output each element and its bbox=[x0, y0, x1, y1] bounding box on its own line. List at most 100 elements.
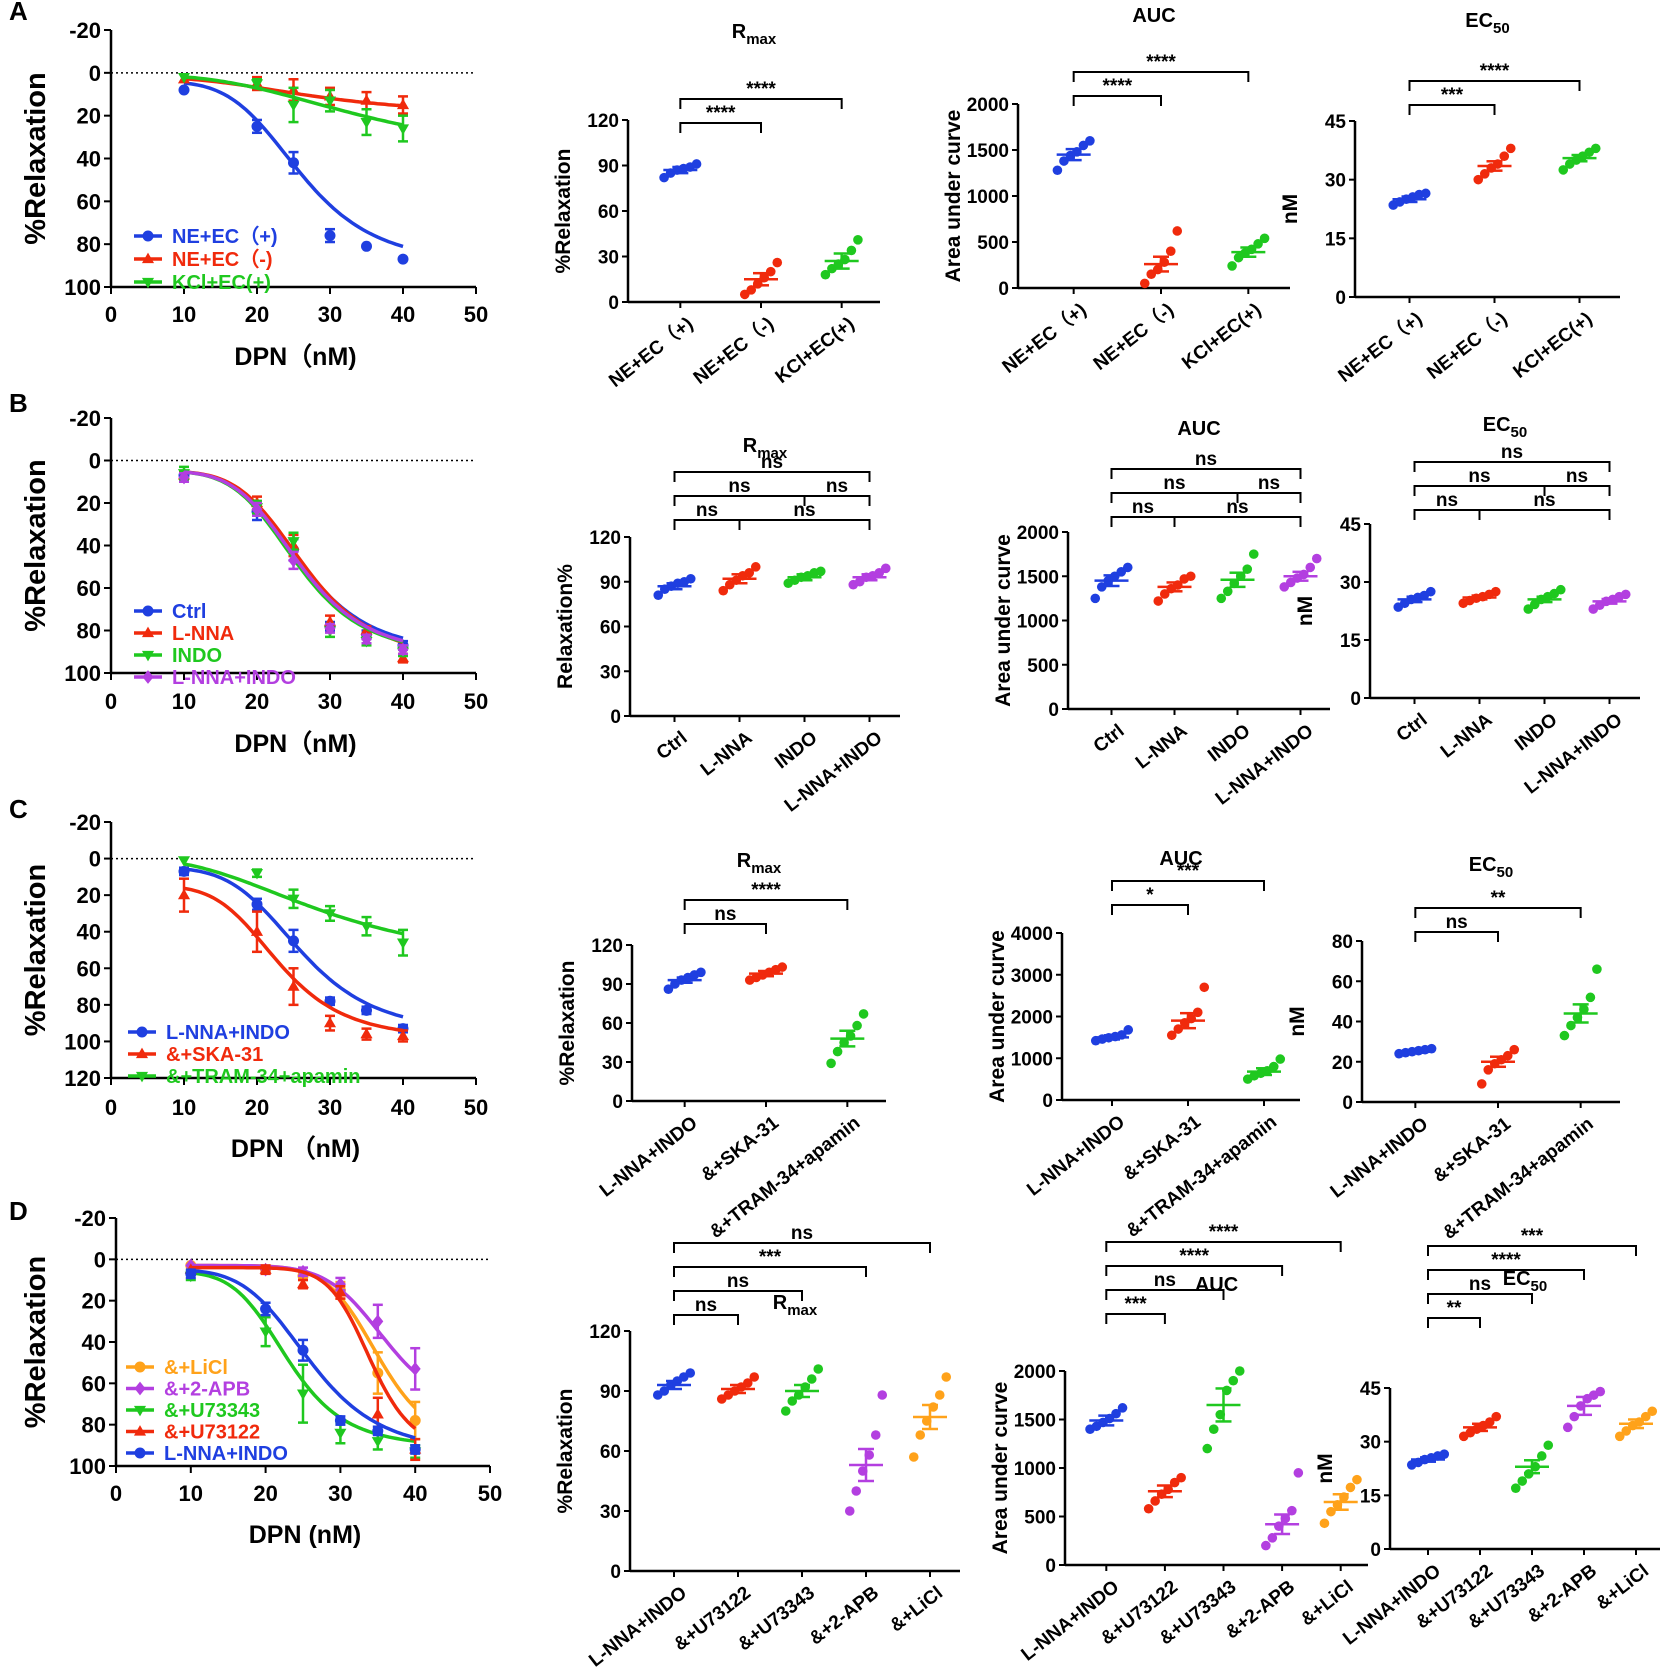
group-3: &+2-APB bbox=[1524, 1386, 1606, 1627]
panel-title: AUC bbox=[1177, 418, 1220, 440]
significance-bracket: **** bbox=[683, 880, 849, 910]
y-tick-label: 0 bbox=[89, 847, 101, 872]
significance-bracket: *** bbox=[1105, 1294, 1166, 1324]
data-point bbox=[685, 573, 696, 584]
x-tick-label: 10 bbox=[172, 302, 196, 327]
data-point bbox=[360, 1027, 373, 1039]
significance-label: ns bbox=[1436, 490, 1458, 511]
title-main: R bbox=[737, 850, 752, 872]
data-point bbox=[251, 502, 263, 517]
significance-bracket: ns bbox=[1110, 473, 1239, 503]
significance-bracket: **** bbox=[1105, 1222, 1342, 1252]
bracket-line bbox=[1478, 509, 1611, 520]
data-point bbox=[1192, 1007, 1203, 1018]
y-axis-label: Area under curve bbox=[942, 110, 965, 283]
data-point bbox=[815, 566, 826, 577]
group-1: NE+EC（-) bbox=[1422, 143, 1516, 384]
group-1: &+SKA-31 bbox=[697, 962, 788, 1186]
data-point bbox=[820, 269, 831, 280]
data-point bbox=[746, 285, 757, 295]
legend-item: &+2-APB bbox=[126, 1379, 250, 1401]
y-tick-label: 1000 bbox=[1014, 1459, 1056, 1480]
legend-marker bbox=[135, 1047, 149, 1059]
significance-label: ns bbox=[714, 904, 736, 925]
group-1: &+U73122 bbox=[670, 1372, 760, 1655]
significance-label: **** bbox=[751, 880, 781, 901]
y-tick-label: 1500 bbox=[1017, 567, 1059, 588]
bracket-line bbox=[1173, 516, 1302, 527]
x-axis-label: DPN (nM) bbox=[249, 1521, 361, 1549]
data-point bbox=[323, 96, 337, 107]
group-1: NE+EC（-) bbox=[1089, 226, 1183, 375]
series-2 bbox=[177, 72, 410, 143]
data-point bbox=[1059, 156, 1069, 166]
data-point bbox=[1510, 1483, 1521, 1493]
significance-bracket: ns bbox=[1110, 497, 1176, 527]
y-tick-label: 80 bbox=[77, 619, 101, 644]
y-tick-label: -20 bbox=[74, 1206, 106, 1231]
bracket-line bbox=[1110, 516, 1176, 527]
y-tick-label: 1500 bbox=[1014, 1411, 1056, 1432]
data-point bbox=[826, 1058, 836, 1069]
data-point bbox=[1476, 1079, 1487, 1089]
data-point bbox=[324, 230, 336, 242]
significance-bracket: ns bbox=[1236, 473, 1302, 503]
y-axis-label: %Relaxation bbox=[20, 72, 52, 244]
y-tick-label: 0 bbox=[998, 279, 1009, 300]
x-tick-label: 20 bbox=[253, 1481, 277, 1506]
group-4: &+LiCl bbox=[1297, 1474, 1362, 1630]
category-label: NE+EC（-) bbox=[1422, 307, 1511, 384]
y-tick-label: 15 bbox=[1325, 229, 1347, 250]
significance-label: ns bbox=[791, 1223, 813, 1244]
y-axis-label: nM bbox=[1279, 194, 1302, 224]
data-point bbox=[844, 1506, 855, 1516]
y-tick-label: 100 bbox=[64, 661, 101, 686]
legend-item: NE+EC（+) bbox=[134, 225, 278, 248]
data-point bbox=[250, 925, 264, 936]
significance-label: ns bbox=[761, 452, 783, 473]
significance-label: ns bbox=[1258, 473, 1280, 494]
data-point bbox=[360, 117, 373, 129]
group-3: L-NNA+INDO bbox=[1521, 589, 1631, 798]
legend-item: L-NNA+INDO bbox=[134, 667, 296, 689]
y-tick-label: 4000 bbox=[1011, 924, 1053, 945]
y-tick-label: 40 bbox=[77, 920, 101, 945]
title-main: EC bbox=[1469, 854, 1497, 876]
significance-label: ns bbox=[1469, 1274, 1491, 1295]
legend-marker bbox=[134, 1381, 146, 1396]
group-0: L-NNA+INDO bbox=[596, 967, 706, 1201]
y-tick-label: -20 bbox=[69, 406, 101, 431]
data-point bbox=[1620, 589, 1631, 600]
legend-marker bbox=[142, 605, 154, 617]
y-tick-label: 20 bbox=[77, 883, 101, 908]
category-label: NE+EC（-) bbox=[689, 312, 778, 389]
legend-label: &+2-APB bbox=[164, 1379, 250, 1401]
scatter-panel-D-1: Rmax0306090120%RelaxationL-NNA+INDO&+U73… bbox=[554, 1223, 960, 1670]
y-tick-label: 20 bbox=[1332, 1053, 1353, 1074]
title-main: R bbox=[743, 435, 758, 457]
category-label: &+SKA-31 bbox=[1429, 1113, 1515, 1187]
category-label: KCl+EC(+) bbox=[772, 313, 859, 387]
title-main: R bbox=[773, 1292, 788, 1314]
x-tick-label: 20 bbox=[245, 302, 269, 327]
scatter-panel-C-3: EC50 0 20 40 60 80 nM L-NNA+INDO&+SKA-31&+TRAM-… bbox=[1286, 854, 1620, 1244]
data-point bbox=[1143, 1503, 1154, 1514]
x-tick-label: 30 bbox=[318, 1095, 342, 1120]
legend-marker bbox=[142, 230, 154, 242]
data-point bbox=[1227, 261, 1237, 271]
y-axis-label: %Relaxation bbox=[554, 1389, 577, 1514]
legend-item: L-NNA+INDO bbox=[128, 1022, 290, 1044]
data-point bbox=[780, 1406, 791, 1416]
legend-item: &+LiCl bbox=[126, 1357, 228, 1379]
bracket-line bbox=[673, 1266, 867, 1277]
data-point bbox=[1293, 1468, 1304, 1478]
y-tick-label: 120 bbox=[589, 528, 621, 549]
group-4: &+LiCl bbox=[1592, 1406, 1658, 1614]
data-point bbox=[941, 1372, 952, 1382]
significance-label: **** bbox=[1103, 76, 1133, 97]
significance-bracket: ** bbox=[1414, 888, 1582, 918]
legend-item: &+TRAM-34+apamin bbox=[128, 1066, 361, 1088]
data-point bbox=[259, 1327, 272, 1338]
data-point bbox=[1275, 1054, 1286, 1064]
significance-bracket: ns bbox=[1110, 449, 1302, 479]
